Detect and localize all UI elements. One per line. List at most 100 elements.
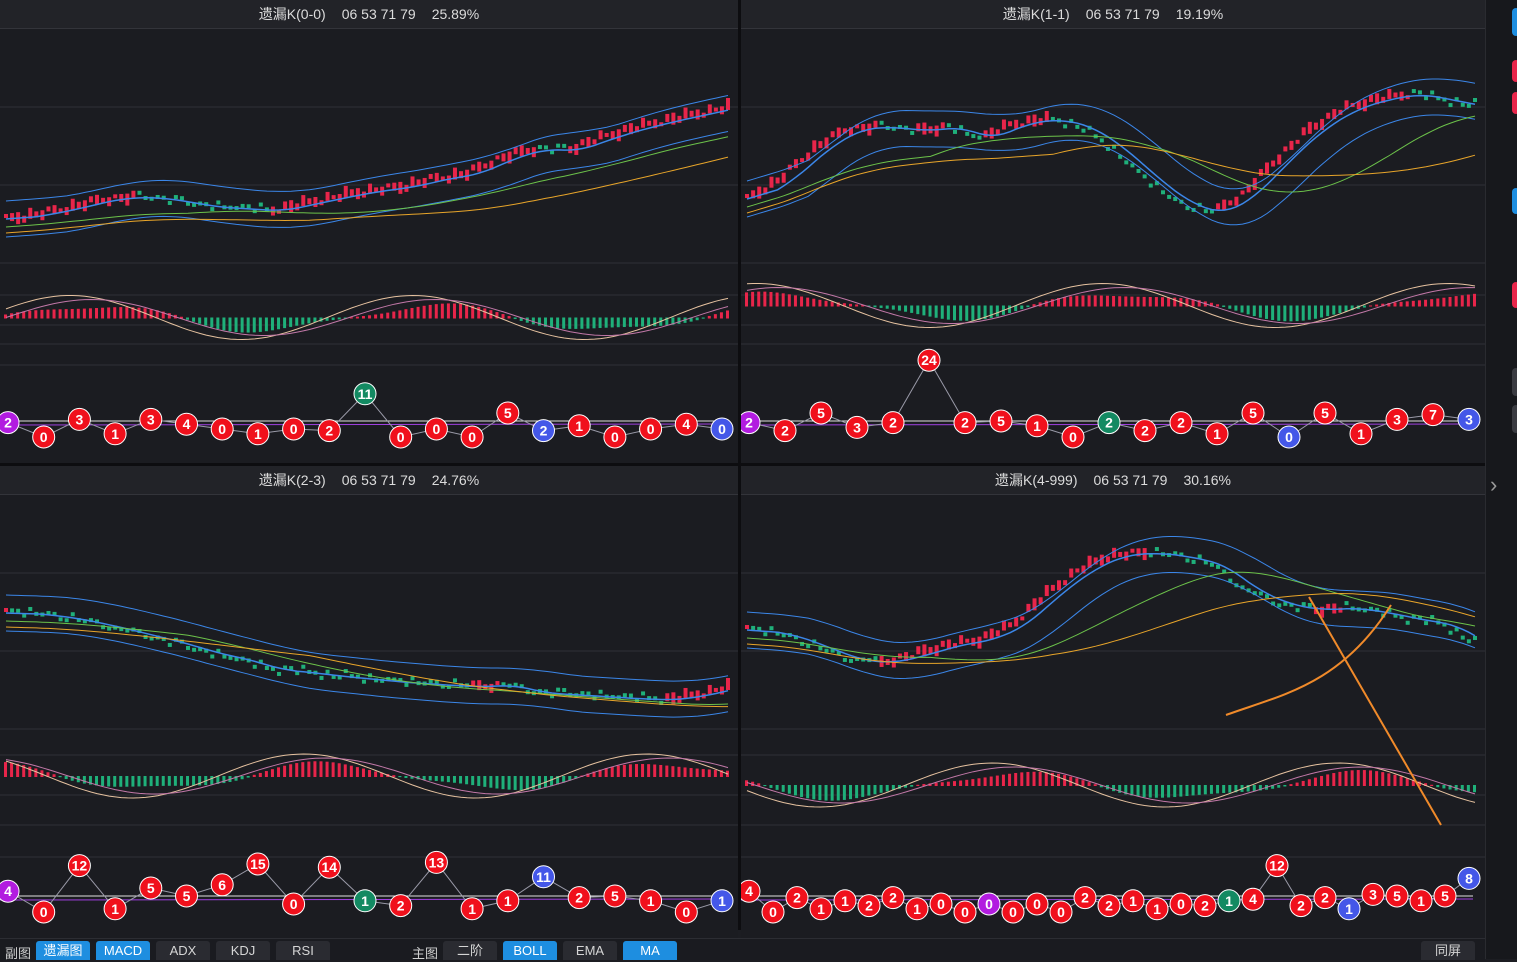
candle-up — [793, 159, 798, 169]
candle-down — [1277, 603, 1282, 608]
tab-second-order[interactable]: 二阶 — [443, 941, 497, 960]
macd-bar — [1197, 785, 1201, 795]
macd-bar — [113, 776, 117, 787]
chart-panel-2[interactable]: 遗漏K(2-3) 06 53 71 79 24.76% 4 0 12 1 5 5 6 15 0 14 1… — [0, 466, 738, 938]
tab-missing-chart[interactable]: 遗漏图 — [36, 941, 90, 960]
candle-down — [143, 635, 148, 640]
badge-label: 0 — [682, 904, 690, 920]
side-blue-tab[interactable] — [1512, 8, 1517, 36]
macd-bar — [531, 317, 535, 325]
tab-ma[interactable]: MA — [623, 941, 677, 960]
candle-down — [58, 617, 63, 622]
tab-ema[interactable]: EMA — [563, 941, 617, 960]
macd-bar — [1099, 785, 1103, 788]
macd-bar — [763, 291, 767, 307]
badge-label: 3 — [76, 411, 84, 427]
candle-up — [119, 193, 124, 202]
sync-screen-button[interactable]: 同屏 — [1421, 941, 1475, 960]
macd-bar — [325, 761, 329, 777]
macd-bar — [392, 775, 396, 777]
macd-dif-line — [746, 762, 1476, 808]
macd-bar — [1277, 305, 1281, 321]
missing-count-badge — [424, 850, 448, 874]
side-grey-tab[interactable] — [1512, 368, 1517, 396]
macd-bar — [1405, 301, 1409, 307]
candle-down — [22, 613, 27, 618]
tab-rsi[interactable]: RSI — [276, 941, 330, 960]
candle-down — [775, 631, 780, 636]
candle-up — [861, 123, 866, 132]
macd-bar — [234, 776, 238, 781]
candle-down — [977, 135, 982, 140]
missing-count-badge — [1145, 897, 1169, 921]
macd-bar — [22, 765, 26, 777]
macd-bar — [537, 776, 541, 789]
macd-bar — [1448, 785, 1452, 790]
macd-bar — [568, 317, 572, 329]
candle-down — [769, 626, 774, 631]
missing-count-badge — [1241, 887, 1265, 911]
chart-canvas[interactable]: 2 2 5 3 2 24 2 5 1 0 2 2 2 1 5 0 5 1 3 7 3 — [741, 29, 1485, 463]
macd-bar — [806, 785, 810, 799]
macd-bar — [186, 776, 190, 786]
tab-boll[interactable]: BOLL — [503, 941, 557, 960]
missing-count-badge — [1025, 414, 1049, 438]
tab-macd[interactable]: MACD — [96, 941, 150, 960]
macd-bar — [1375, 304, 1379, 307]
candle-up — [1020, 616, 1025, 621]
candle-up — [1344, 100, 1349, 110]
badge-label: 2 — [961, 415, 969, 431]
boll-lower-line — [746, 572, 1476, 680]
missing-count-badge — [741, 411, 761, 435]
macd-bar — [46, 309, 50, 319]
missing-count-badge — [175, 884, 198, 908]
candle-up — [965, 638, 970, 643]
macd-bar — [769, 785, 773, 788]
macd-bar — [1338, 305, 1342, 314]
badge-label: 5 — [1249, 405, 1257, 421]
horizontal-divider[interactable] — [0, 463, 1485, 466]
badge-label: 5 — [504, 405, 512, 421]
side-blue-tab[interactable] — [1512, 188, 1517, 214]
candle-down — [1344, 601, 1349, 606]
candle-down — [1265, 594, 1269, 599]
macd-bar — [1473, 785, 1476, 793]
badge-label: 2 — [1105, 898, 1113, 914]
macd-bar — [995, 305, 999, 317]
chart-panel-0[interactable]: 遗漏K(0-0) 06 53 71 79 25.89% 2 0 3 1 3 4 0 1 0 2 11 0 0… — [0, 0, 738, 463]
chart-canvas[interactable]: 2 0 3 1 3 4 0 1 0 2 11 0 0 0 5 2 1 0 0 4 0 — [0, 29, 738, 463]
tab-kdj[interactable]: KDJ — [216, 941, 270, 960]
tab-adx[interactable]: ADX — [156, 941, 210, 960]
candle-down — [1295, 608, 1300, 613]
macd-bar — [483, 776, 487, 787]
chevron-right-icon[interactable]: › — [1490, 472, 1498, 497]
chart-panel-1[interactable]: 遗漏K(1-1) 06 53 71 79 19.19% 2 2 5 3 2 24 2 5 1 0 2 2 2… — [741, 0, 1485, 463]
candle-down — [234, 657, 239, 662]
macd-bar — [410, 776, 414, 779]
side-red-tab[interactable] — [1512, 282, 1517, 308]
missing-count-badge — [1457, 866, 1481, 890]
macd-bar — [628, 764, 632, 777]
macd-bar — [701, 769, 705, 777]
macd-bar — [252, 317, 256, 333]
macd-bar — [689, 317, 693, 322]
macd-bar — [380, 772, 384, 777]
macd-bar — [946, 305, 950, 320]
macd-bar — [107, 307, 111, 319]
missing-count-badge — [953, 411, 977, 435]
right-side-strip: › — [1485, 0, 1517, 959]
macd-bar — [1362, 305, 1366, 308]
macd-bar — [459, 776, 463, 784]
missing-count-badge — [1349, 422, 1373, 446]
badge-label: 3 — [1369, 886, 1377, 902]
macd-bar — [155, 776, 159, 786]
macd-bar — [1050, 772, 1054, 786]
badge-label: 1 — [913, 901, 921, 917]
candle-up — [398, 181, 403, 194]
missing-count-badge — [1265, 854, 1289, 878]
side-grey-tab[interactable] — [1512, 405, 1517, 433]
candle-up — [953, 643, 957, 649]
